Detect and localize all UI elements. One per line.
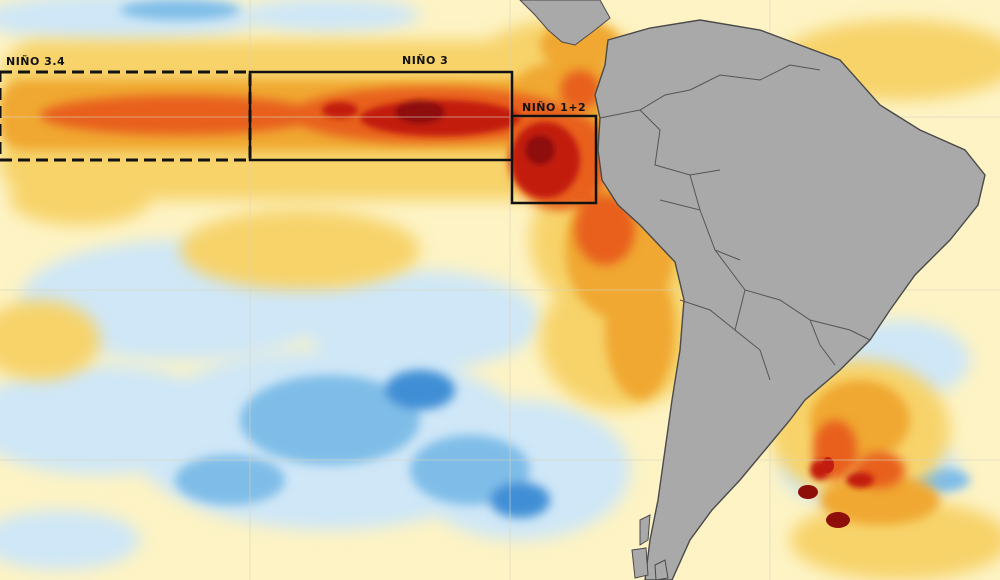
warm-anomaly-extreme-layer xyxy=(322,100,874,488)
nino-regions xyxy=(0,70,598,205)
warm-anomaly-spots xyxy=(798,457,850,528)
nino12-region-box xyxy=(510,114,598,205)
chile-archipelago xyxy=(631,514,669,580)
south-america-landmass xyxy=(594,19,986,580)
central-america-landmass xyxy=(519,0,611,46)
nino34-label: NIÑO 3.4 xyxy=(6,55,65,68)
nino12-label: NIÑO 1+2 xyxy=(522,101,586,114)
nino3-label: NIÑO 3 xyxy=(402,54,448,67)
country-borders xyxy=(599,64,871,381)
